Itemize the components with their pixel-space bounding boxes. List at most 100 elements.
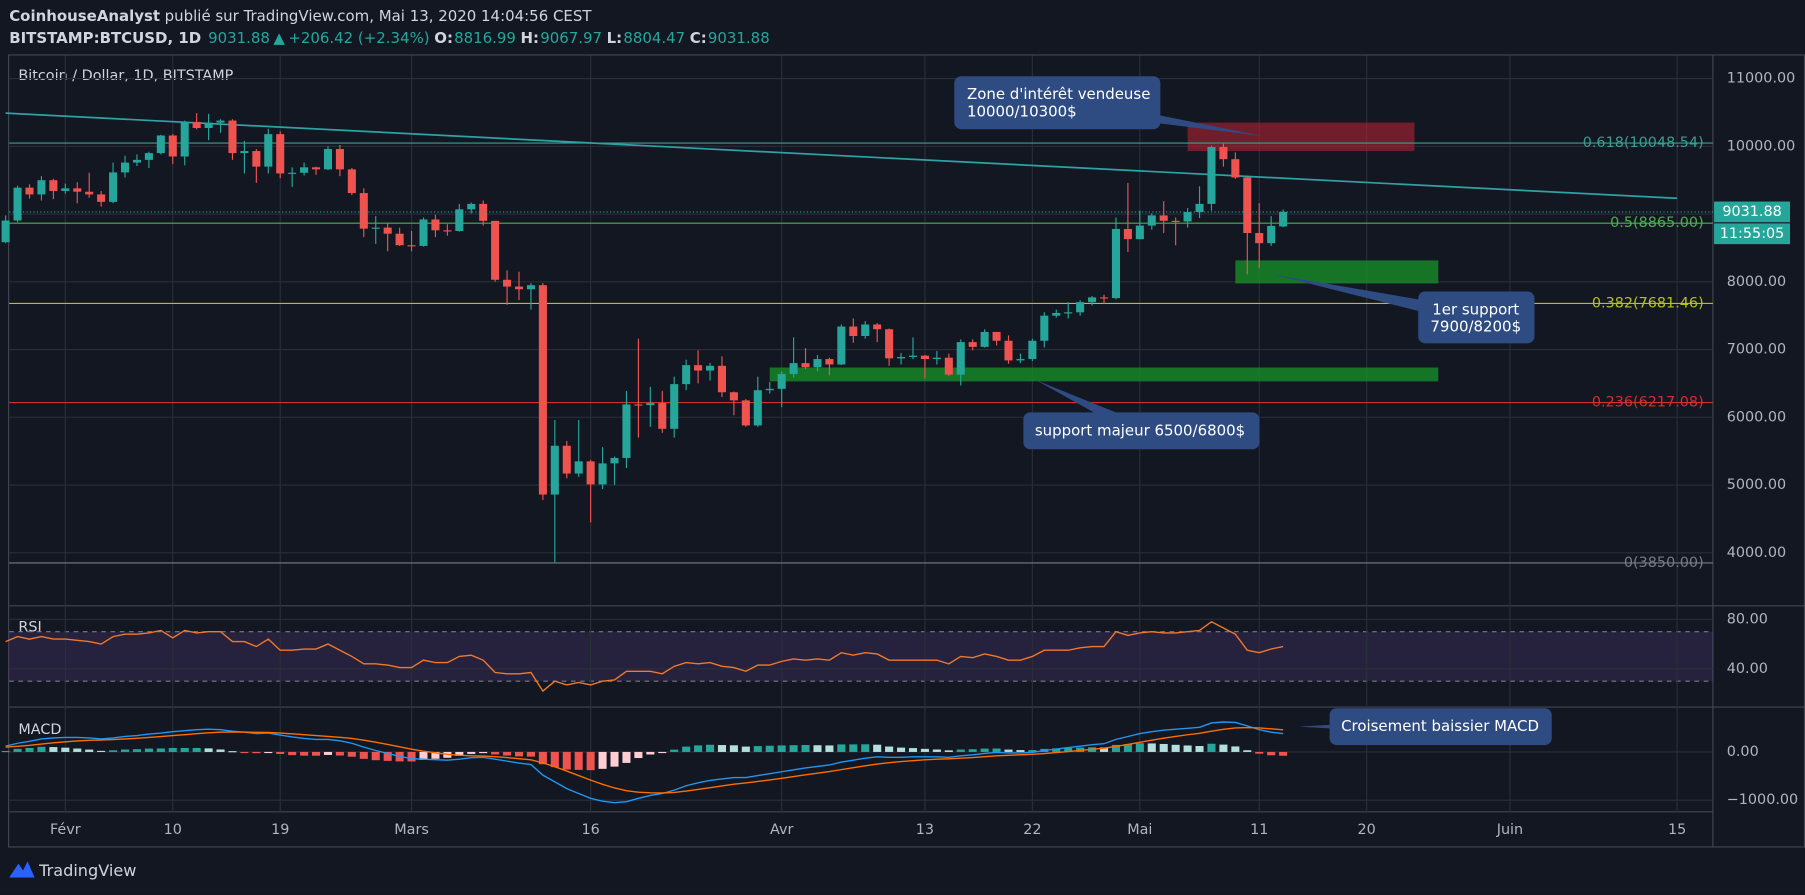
candle-body (455, 209, 464, 232)
callout-text: 7900/8200$ (1430, 318, 1521, 336)
macd-histogram-bar (335, 751, 344, 756)
candle-body (574, 461, 583, 474)
macd-histogram-bar (359, 751, 368, 759)
candle-body (1195, 203, 1204, 213)
x-tick-label: 20 (1358, 822, 1376, 838)
fib-label: 0.382(7681.46) (1592, 295, 1704, 311)
last-price: 9031.88 (208, 29, 270, 47)
candle-body (240, 151, 249, 154)
macd-histogram-bar (1219, 744, 1228, 752)
candle-body (61, 188, 70, 192)
macd-histogram-bar (1243, 750, 1252, 752)
rsi-title: RSI (18, 620, 41, 636)
candle-body (1076, 302, 1085, 313)
macd-histogram-bar (252, 751, 261, 754)
macd-histogram-bar (383, 751, 392, 761)
macd-histogram-bar (526, 751, 535, 757)
candle-body (789, 363, 798, 374)
candle-body (347, 169, 356, 194)
candle-body (920, 355, 929, 360)
candle-body (109, 172, 118, 202)
candle-body (1099, 297, 1109, 299)
macd-histogram-bar (1064, 747, 1073, 752)
candle-body (849, 326, 858, 337)
macd-histogram-bar (920, 748, 929, 752)
candle-body (1088, 297, 1097, 303)
candle-body (1028, 340, 1037, 360)
candle-body (144, 153, 153, 160)
macd-histogram-bar (13, 748, 22, 752)
candle-body (156, 135, 165, 154)
candle-body (944, 357, 953, 375)
macd-histogram-bar (550, 751, 559, 768)
candle-body (371, 227, 380, 229)
x-tick-label: 22 (1023, 822, 1041, 838)
candle-body (97, 194, 106, 202)
candle-body (503, 279, 512, 287)
candle-body (825, 359, 834, 365)
candle-body (85, 191, 94, 195)
macd-histogram-bar (741, 746, 750, 752)
macd-histogram-bar (25, 747, 34, 752)
candle-body (1040, 315, 1049, 341)
y-tick-label: 6000.00 (1727, 409, 1786, 425)
candle-body (216, 120, 225, 123)
ohlc-value: 8804.47 (623, 29, 685, 47)
y-tick-label: −1000.00 (1727, 792, 1799, 808)
macd-histogram-bar (789, 745, 798, 752)
candle-body (264, 134, 273, 167)
candle-body (1052, 312, 1061, 316)
macd-histogram-bar (968, 749, 977, 752)
candle-body (443, 230, 452, 232)
macd-histogram-bar (598, 751, 607, 769)
macd-histogram-bar (61, 747, 70, 752)
macd-histogram-bar (1279, 751, 1288, 756)
candle-body (1231, 159, 1240, 178)
candle-body (359, 193, 368, 229)
candle-body (694, 365, 703, 371)
macd-histogram-bar (491, 751, 500, 755)
y-tick-label: 80.00 (1727, 611, 1768, 627)
macd-histogram-bar (503, 751, 512, 756)
ohlc-value: 9067.97 (540, 29, 602, 47)
candle-body (514, 286, 524, 290)
candle-body (323, 149, 333, 170)
last-price-label: 9031.88 (1722, 204, 1781, 220)
y-tick-label: 7000.00 (1727, 342, 1786, 358)
callout-box (954, 76, 1161, 130)
macd-line (5, 721, 1284, 804)
macd-histogram-bar (300, 751, 309, 756)
candle-body (49, 180, 58, 192)
macd-histogram-bar (228, 751, 237, 753)
candle-body (1255, 233, 1264, 244)
candle-body (13, 187, 22, 221)
candle-body (717, 365, 726, 393)
ohlc-label: L: (607, 29, 623, 47)
candle-body (562, 445, 571, 474)
candle-body (658, 403, 667, 429)
candle-body (956, 342, 965, 375)
macd-histogram-bar (1076, 747, 1085, 752)
candle-body (1207, 146, 1216, 204)
y-tick-label: 11000.00 (1727, 71, 1796, 87)
candle-body (968, 342, 977, 347)
macd-histogram-bar (479, 751, 488, 754)
candle-body (885, 329, 894, 359)
macd-histogram-bar (144, 748, 153, 752)
macd-histogram-bar (455, 751, 464, 756)
macd-histogram-bar (670, 749, 679, 752)
rsi-band (9, 631, 1713, 682)
macd-histogram-bar (992, 748, 1001, 752)
callout-box (1418, 291, 1535, 344)
macd-histogram-bar (264, 751, 273, 754)
ohlc-label: O: (434, 29, 453, 47)
macd-histogram-bar (49, 747, 58, 752)
candle-body (312, 167, 321, 170)
ohlc-value: 9031.88 (708, 29, 770, 47)
macd-histogram-bar (932, 749, 941, 752)
chart-frame (8, 54, 1805, 848)
macd-histogram-bar (1099, 747, 1109, 752)
macd-histogram-bar (97, 750, 106, 752)
macd-histogram-bar (132, 749, 141, 752)
